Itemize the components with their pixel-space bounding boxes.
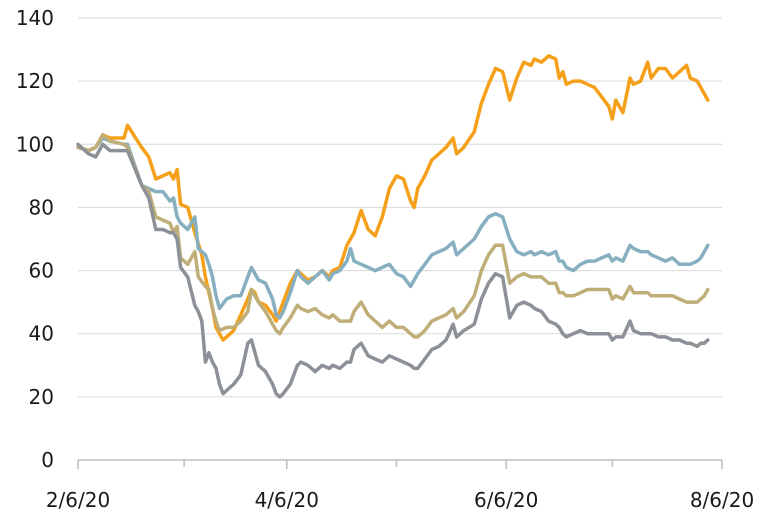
y-tick-label: 120 [16,69,54,93]
y-tick-label: 0 [41,448,54,472]
series-line-4 [76,142,710,399]
series-line-1 [76,54,710,342]
series-line-2 [76,136,710,320]
y-tick-label: 40 [29,322,54,346]
y-tick-label: 80 [29,195,54,219]
y-tick-label: 20 [29,385,54,409]
x-tick-label: 6/6/20 [474,488,538,512]
x-tick-label: 8/6/20 [690,488,754,512]
x-tick-label: 2/6/20 [46,488,110,512]
series-lines [76,54,710,399]
y-axis-tick-labels: 0 20 40 60 80 100 120 140 [16,6,54,472]
y-tick-label: 100 [16,132,54,156]
y-tick-label: 60 [29,259,54,283]
y-tick-label: 140 [16,6,54,30]
x-axis: 2/6/20 4/6/20 6/6/20 8/6/20 [46,459,754,512]
series-line-3 [76,133,710,339]
x-tick-label: 4/6/20 [255,488,319,512]
